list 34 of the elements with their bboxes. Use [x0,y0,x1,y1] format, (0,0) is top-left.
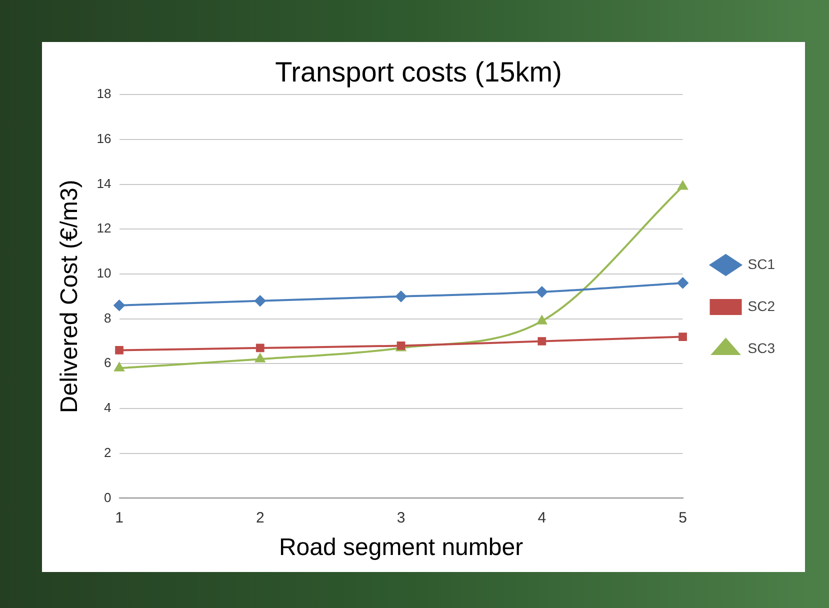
x-tick-label: 1 [115,509,124,526]
y-axis-title: Delivered Cost (€/m3) [56,180,84,414]
point [396,290,407,302]
point [678,332,687,341]
point [256,344,264,352]
y-tick-label: 14 [96,176,112,191]
x-tick-label: 4 [538,509,546,526]
y-tick-label: 16 [96,131,112,146]
point [115,346,124,354]
legend-label: SC2 [748,298,776,314]
x-tick-label: 5 [678,509,687,526]
x-axis-title: Road segment number [278,534,524,562]
y-tick-label: 4 [104,400,112,416]
y-tick-label: 10 [96,266,112,281]
chart-title: Transport costs (15km) [275,56,562,88]
x-tick-label: 3 [396,509,406,526]
y-tick-label: 6 [104,355,112,370]
point [538,337,546,346]
y-tick-label: 0 [104,490,112,505]
point [536,316,547,324]
point [114,300,125,311]
point [114,362,124,372]
y-tick-label: 18 [96,86,112,102]
y-tick-label: 12 [96,220,112,236]
point [255,354,266,362]
x-tick-label: 2 [256,509,264,526]
point [677,277,688,288]
point [536,286,548,298]
y-tick-label: 8 [104,310,112,326]
legend-label: SC1 [748,256,776,272]
y-tick-label: 2 [104,444,112,460]
point [678,181,688,190]
legend-label: SC3 [748,340,776,356]
point [254,295,266,306]
